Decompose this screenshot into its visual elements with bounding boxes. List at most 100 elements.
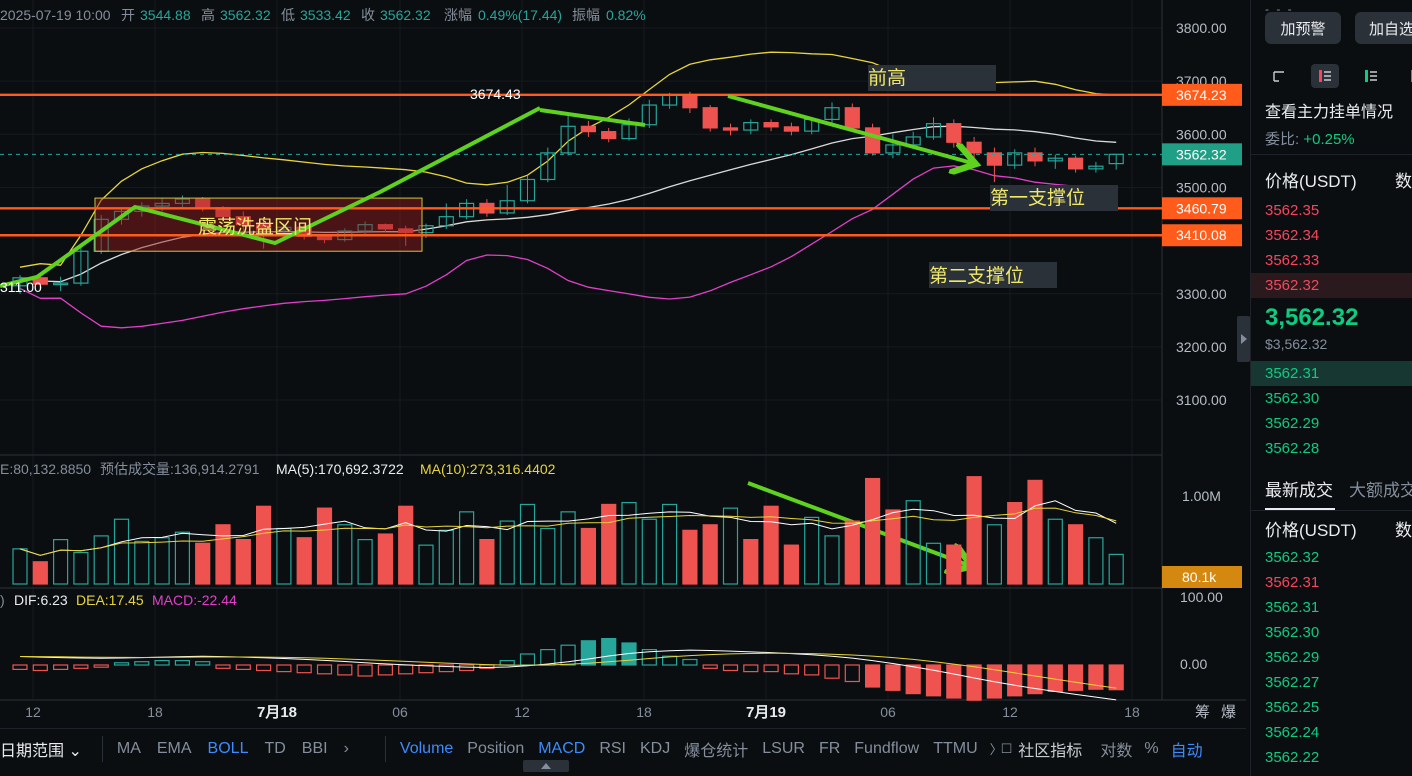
volume-bar: [32, 561, 48, 585]
tab-latest-trades[interactable]: 最新成交: [1265, 481, 1333, 500]
volume-bar: [804, 516, 820, 585]
indicator-fundflow[interactable]: Fundflow: [854, 739, 920, 757]
current-price-tag: [1162, 143, 1242, 166]
indicator-macd[interactable]: MACD: [538, 739, 586, 757]
community-indicators[interactable]: 社区指标: [1018, 742, 1083, 760]
liquidation-toggle[interactable]: 爆: [1221, 704, 1236, 721]
indicator-ttmu[interactable]: TTMU: [933, 739, 978, 757]
volume-bar: [682, 529, 698, 585]
whale-orders-link[interactable]: 查看主力挂单情况: [1265, 104, 1394, 121]
indicator-fr[interactable]: FR: [818, 739, 841, 757]
overlay-more-icon[interactable]: ›: [343, 739, 349, 757]
price-tick-label: 3500.00: [1176, 179, 1227, 195]
macd-histogram-bar: [682, 658, 698, 666]
mid-price-usd: $3,562.32: [1265, 336, 1328, 352]
candle-body: [52, 282, 69, 286]
ask-row[interactable]: 3562.33: [1265, 252, 1320, 269]
consolidation-box: [94, 197, 423, 252]
chart-svg[interactable]: 3800.003700.003600.003500.003300.003200.…: [0, 0, 1246, 728]
volume-bar: [540, 527, 556, 585]
volume-tag-bg: [1162, 566, 1242, 588]
auto-scale-toggle[interactable]: 自动: [1170, 742, 1203, 760]
indicator-volume[interactable]: Volume: [399, 739, 454, 757]
depth-asks-icon[interactable]: [1311, 64, 1339, 88]
add-alert-button[interactable]: 加预警: [1265, 12, 1341, 44]
col-price: 价格(USDT): [1265, 172, 1357, 191]
candle-body: [1108, 153, 1124, 165]
header-low: 3533.42: [300, 7, 351, 23]
volume-bar: [1027, 479, 1043, 585]
candle-body: [418, 225, 434, 234]
candle-body: [986, 152, 1003, 166]
overlay-boll[interactable]: BOLL: [207, 739, 249, 757]
orderbook-header: 价格(USDT) 数: [1265, 167, 1412, 192]
indicator-rsi[interactable]: RSI: [599, 739, 626, 757]
bid-row[interactable]: 3562.30: [1265, 390, 1320, 407]
depth-list-icon[interactable]: [1403, 64, 1412, 88]
macd-histogram-bar: [52, 664, 69, 671]
candle-body: [580, 125, 597, 133]
resistance-price-tag-bg: [1162, 83, 1242, 106]
volume-bar: [885, 509, 901, 585]
indicator-lsur[interactable]: LSUR: [762, 739, 805, 757]
ask-row[interactable]: 3562.32: [1251, 273, 1412, 298]
macd-legend-macd: MACD:-22.44: [152, 592, 237, 608]
macd-histogram-bar: [276, 664, 292, 673]
chevron-right-icon[interactable]: 〉: [989, 742, 1003, 757]
trade-row: 3562.24: [1265, 724, 1320, 741]
volume-bar: [986, 524, 1003, 585]
volume-legend-vol: E:80,132.8850: [0, 461, 91, 477]
bottom-collapse-handle[interactable]: [523, 760, 569, 772]
volume-bar: [256, 505, 272, 585]
overlay-bbi[interactable]: BBI: [301, 739, 328, 757]
candle-body: [743, 122, 759, 131]
depth-both-icon[interactable]: [1265, 64, 1293, 88]
prev-high-label: 前高: [868, 67, 906, 89]
tab-underline: [1265, 508, 1335, 510]
overlay-td[interactable]: TD: [264, 739, 286, 757]
edit-icon[interactable]: ☐: [1000, 740, 1013, 756]
overlay-ma[interactable]: MA: [116, 739, 141, 757]
volume-bar: [479, 538, 495, 585]
bid-row[interactable]: 3562.28: [1265, 440, 1320, 457]
trend-line-up: [0, 106, 541, 288]
indicator-position[interactable]: Position: [467, 739, 525, 757]
volume-bar: [499, 520, 515, 585]
volume-tag-label: 80.1k: [1182, 569, 1217, 585]
trade-row: 3562.31: [1265, 574, 1320, 591]
chip-distribution-toggle[interactable]: 筹: [1195, 704, 1210, 721]
volume-bar: [357, 538, 373, 585]
log-scale-toggle[interactable]: 对数: [1100, 742, 1133, 760]
depth-bids-icon[interactable]: [1357, 64, 1385, 88]
current-price-label: 3562.32: [1176, 146, 1227, 162]
percent-scale-toggle[interactable]: %: [1144, 739, 1159, 757]
bid-row[interactable]: 3562.31: [1251, 361, 1412, 386]
candle-body: [783, 126, 800, 132]
volume-bar: [702, 524, 718, 585]
volume-bar: [296, 537, 312, 585]
ratio-label: 委比:: [1265, 131, 1300, 148]
candle-body: [601, 131, 617, 140]
ask-row[interactable]: 3562.35: [1265, 202, 1320, 219]
time-tick-label: 7月18: [257, 704, 297, 721]
volume-bar: [743, 538, 759, 585]
high-marker-label: 3674.43: [470, 86, 521, 102]
bid-row[interactable]: 3562.29: [1265, 415, 1320, 432]
time-tick-label: 06: [392, 704, 408, 720]
kline-chart-area[interactable]: 3800.00 3700.00 3600.00 3500.00 3300.00 3200.…: [0, 0, 1250, 776]
panel-collapse-handle[interactable]: [1237, 316, 1250, 362]
ask-row[interactable]: 3562.34: [1265, 227, 1320, 244]
indicator-kdj[interactable]: KDJ: [640, 739, 671, 757]
price-tick-label: 3100.00: [1176, 392, 1227, 408]
indicator-liquidation[interactable]: 爆仓统计: [684, 742, 749, 760]
overlay-ema[interactable]: EMA: [156, 739, 192, 757]
candle-body: [438, 216, 454, 227]
date-range-select[interactable]: 日期范围 ⌄: [0, 742, 82, 760]
candle-body: [844, 107, 860, 129]
tab-large-trades[interactable]: 大额成交: [1349, 481, 1412, 500]
macd-histogram-bar: [560, 644, 576, 666]
add-watchlist-button[interactable]: 加自选: [1355, 12, 1412, 44]
volume-bar: [398, 505, 414, 585]
toolbar-divider: [101, 735, 103, 762]
header-low-label: 低: [281, 7, 295, 23]
